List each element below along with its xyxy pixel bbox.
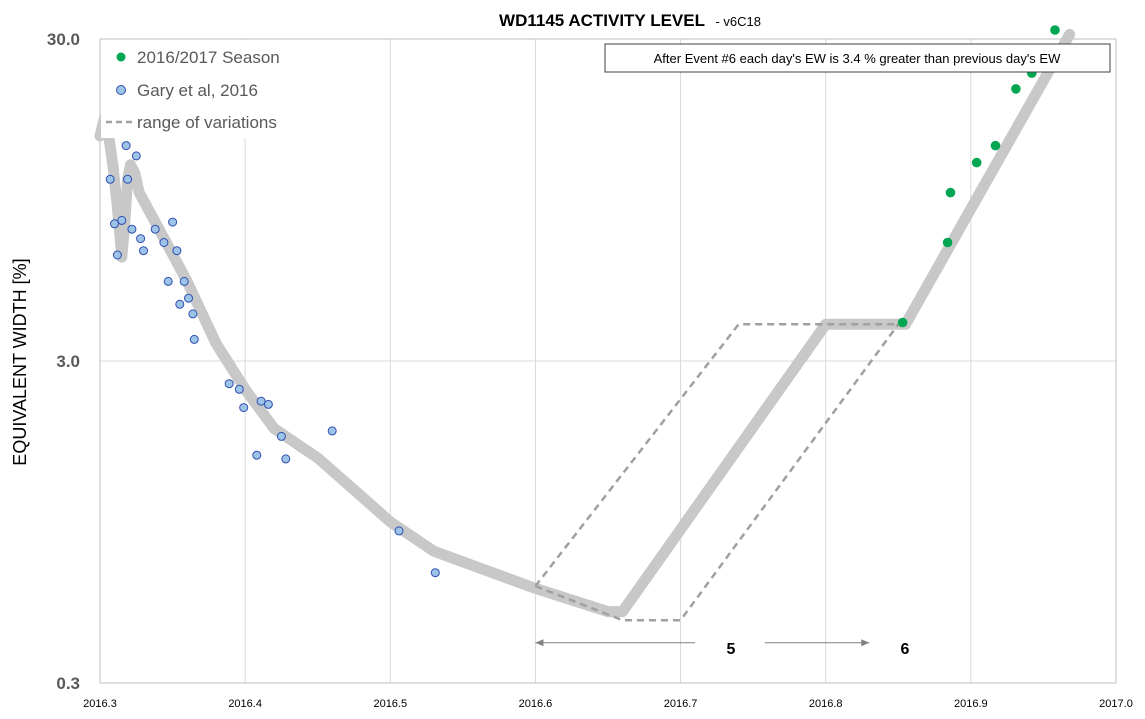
y-tick-label: 3.0 bbox=[56, 352, 80, 371]
gary-data-point bbox=[430, 568, 440, 578]
range-of-variations-line bbox=[534, 323, 900, 622]
season-data-point bbox=[1050, 25, 1060, 35]
gary-data-point bbox=[112, 250, 122, 260]
legend-label-gary: Gary et al, 2016 bbox=[137, 81, 258, 100]
gary-data-point bbox=[281, 454, 291, 464]
chart-subtitle: - v6C18 bbox=[715, 14, 761, 29]
season-data-point bbox=[897, 317, 908, 328]
gary-data-point bbox=[256, 396, 266, 406]
event-arrow-head bbox=[535, 639, 544, 647]
gary-data-point bbox=[327, 426, 337, 436]
x-tick-label: 2017.0 bbox=[1099, 698, 1133, 710]
gary-data-point bbox=[131, 151, 141, 161]
legend-marker-gary bbox=[116, 85, 126, 95]
gary-data-point bbox=[172, 246, 182, 256]
gary-data-point bbox=[139, 246, 148, 256]
season-data-point bbox=[990, 140, 1001, 151]
gary-data-point bbox=[168, 217, 178, 227]
chart-title: WD1145 ACTIVITY LEVEL bbox=[499, 11, 705, 30]
x-tick-labels: 2016.3 2016.4 2016.5 2016.6 2016.7 2016.8 2016… bbox=[83, 698, 1133, 710]
gary-data-point bbox=[252, 450, 262, 460]
gary-data-point bbox=[394, 526, 404, 536]
y-axis-label: EQUIVALENT WIDTH [%] bbox=[10, 258, 30, 465]
gary-data-point bbox=[121, 141, 131, 151]
gary-data-point bbox=[234, 384, 244, 394]
gary-data-point bbox=[184, 293, 193, 303]
y-tick-labels: 0.3 3.0 30.0 bbox=[47, 30, 80, 693]
y-tick-label: 0.3 bbox=[56, 674, 80, 693]
event-arrows bbox=[535, 639, 870, 647]
event-label-5: 5 bbox=[727, 641, 736, 658]
chart-title-line: WD1145 ACTIVITY LEVEL - v6C18 bbox=[499, 11, 761, 30]
gary-data-point bbox=[136, 234, 146, 244]
gary-data-point bbox=[105, 174, 115, 184]
gary-data-point bbox=[189, 334, 199, 344]
x-tick-label: 2016.4 bbox=[228, 698, 262, 710]
gary-data-point bbox=[224, 379, 234, 389]
event-arrow-head bbox=[861, 639, 870, 647]
legend-label-range: range of variations bbox=[137, 113, 277, 132]
x-tick-label: 2016.8 bbox=[809, 698, 843, 710]
x-tick-label: 2016.7 bbox=[664, 698, 698, 710]
y-tick-label: 30.0 bbox=[47, 30, 80, 49]
gary-data-point bbox=[127, 224, 137, 234]
annotation-text: After Event #6 each day's EW is 3.4 % gr… bbox=[654, 51, 1061, 66]
legend-label-season: 2016/2017 Season bbox=[137, 48, 280, 67]
season-data-point bbox=[945, 187, 956, 198]
gary-data-point bbox=[276, 431, 286, 441]
x-tick-label: 2016.5 bbox=[373, 698, 407, 710]
season-data-point bbox=[971, 157, 982, 168]
range-of-variations-line bbox=[534, 323, 899, 587]
gary-data-point bbox=[188, 309, 198, 319]
gary-data-point bbox=[110, 219, 119, 229]
event-label-6: 6 bbox=[901, 641, 910, 658]
legend-background bbox=[101, 40, 305, 138]
gary-data-point bbox=[117, 215, 127, 225]
legend-marker-season bbox=[116, 52, 126, 62]
gary-data-point bbox=[179, 276, 189, 286]
x-tick-label: 2016.9 bbox=[954, 698, 988, 710]
gary-data-point bbox=[263, 399, 273, 409]
annotation-box bbox=[604, 43, 1111, 73]
gary-data-point bbox=[163, 276, 173, 286]
gary-data-point bbox=[239, 403, 249, 413]
x-tick-label: 2016.3 bbox=[83, 698, 117, 710]
plot-area-border bbox=[99, 38, 1117, 684]
series-layer bbox=[94, 25, 1076, 622]
gary-data-point bbox=[159, 238, 169, 247]
gary-data-point bbox=[175, 299, 185, 309]
season-data-point bbox=[942, 237, 953, 248]
gary-data-point bbox=[123, 174, 133, 184]
gary-data-point bbox=[150, 224, 160, 234]
x-tick-label: 2016.6 bbox=[519, 698, 553, 710]
season-data-point bbox=[1011, 84, 1021, 94]
legend: 2016/2017 Season Gary et al, 2016 range … bbox=[101, 40, 305, 138]
